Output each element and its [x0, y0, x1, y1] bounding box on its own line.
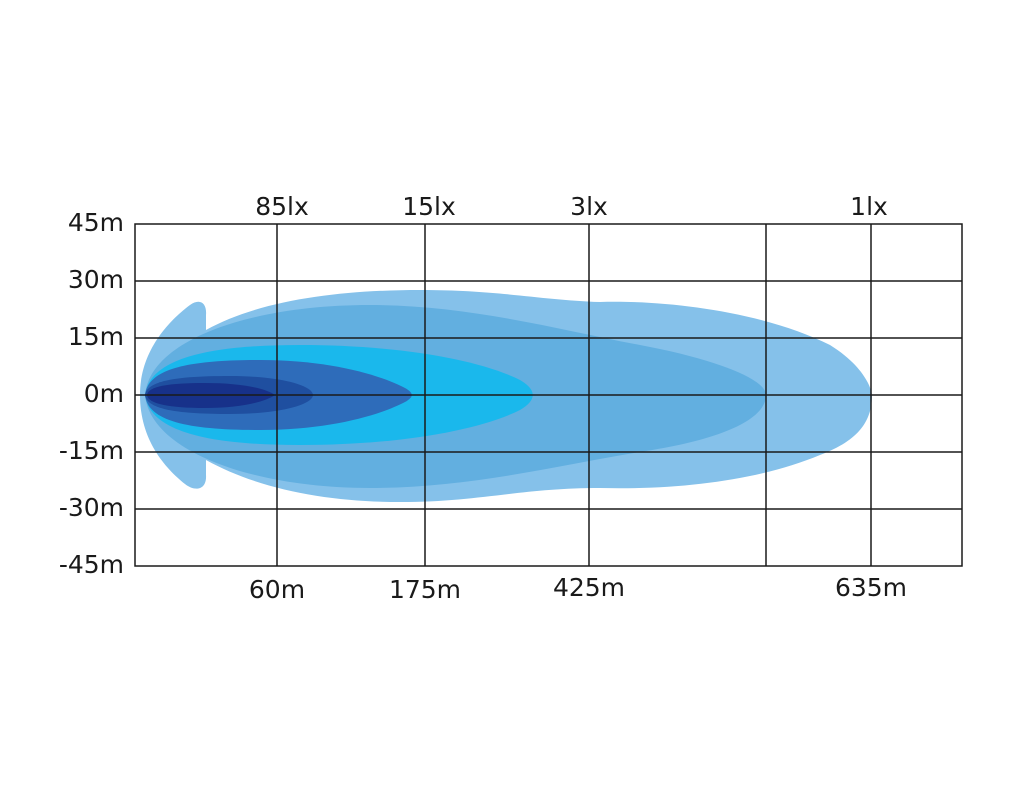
- distance-label: 635m: [835, 573, 907, 602]
- y-label: 15m: [68, 322, 124, 351]
- distance-label: 60m: [249, 575, 305, 604]
- lux-label: 1lx: [850, 192, 888, 221]
- y-label: -30m: [59, 493, 124, 522]
- lux-label: 85lx: [255, 192, 309, 221]
- y-label: 30m: [68, 265, 124, 294]
- y-label: 0m: [84, 379, 124, 408]
- distance-label: 175m: [389, 575, 461, 604]
- distance-label: 425m: [553, 573, 625, 602]
- y-label: 45m: [68, 208, 124, 237]
- y-label: -15m: [59, 436, 124, 465]
- y-label: -45m: [59, 550, 124, 579]
- lux-label: 15lx: [402, 192, 456, 221]
- grid: [134, 223, 963, 567]
- lux-label: 3lx: [570, 192, 608, 221]
